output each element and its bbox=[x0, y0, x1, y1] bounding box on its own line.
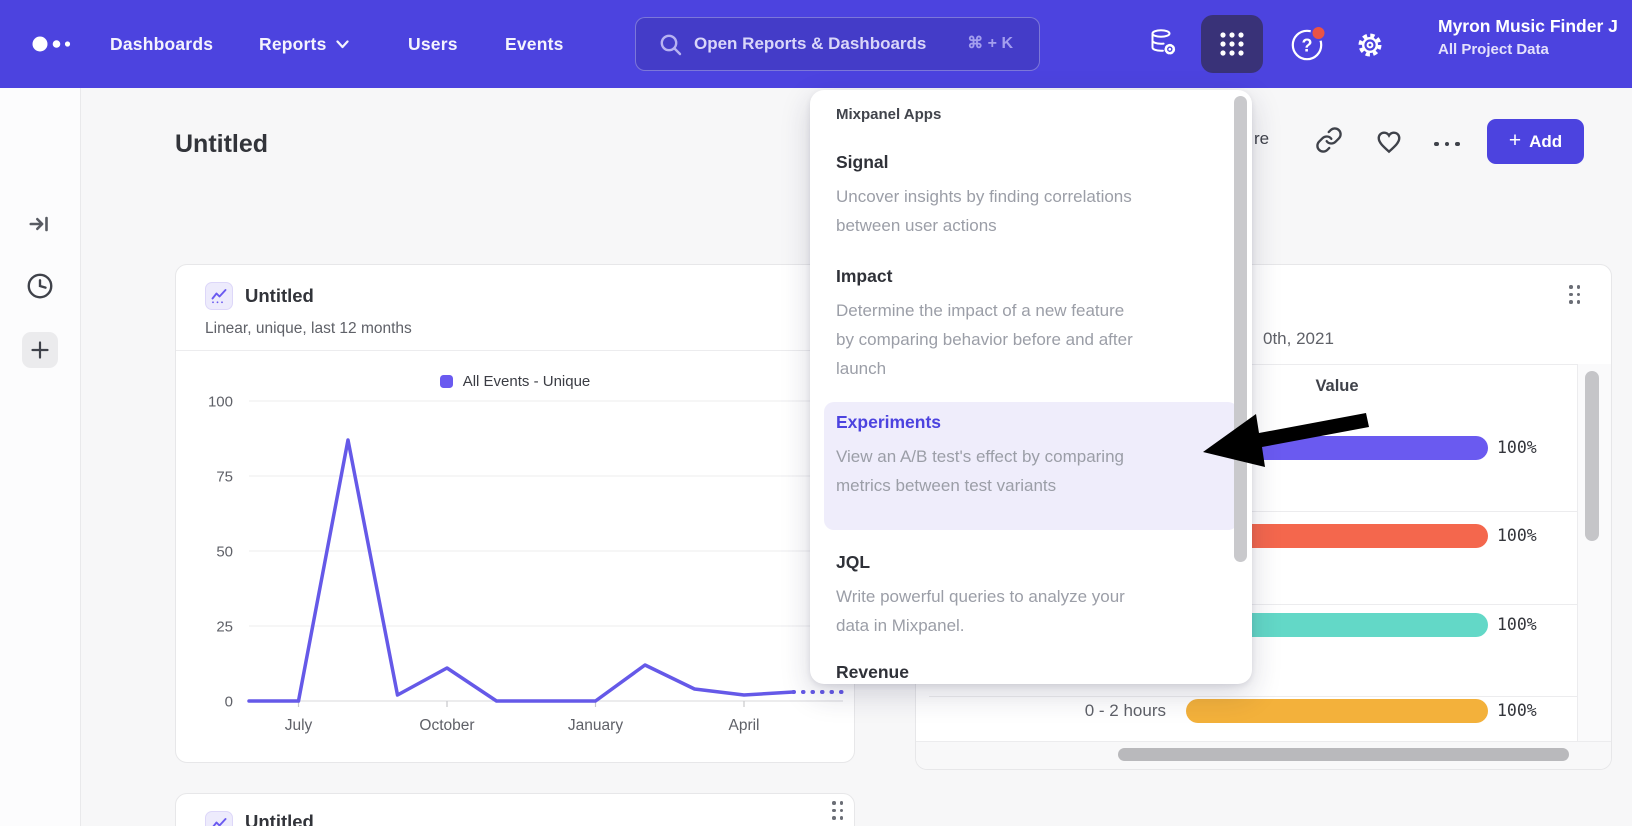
apps-menu-item-title: Signal bbox=[836, 152, 889, 172]
value-percentage: 100% bbox=[1497, 701, 1537, 720]
legend-label: All Events - Unique bbox=[462, 373, 591, 390]
apps-menu-item-description: View an A/B test's effect by comparing m… bbox=[836, 447, 1124, 495]
x-axis-tick-label: April bbox=[728, 717, 759, 734]
favorite-heart-icon[interactable] bbox=[1374, 126, 1404, 156]
apps-menu-item-revenue[interactable]: Revenue bbox=[836, 662, 1236, 683]
nav-item-label: Dashboards bbox=[110, 33, 214, 54]
line-chart[interactable]: 0 25 50 75 100 July October January April bbox=[176, 395, 856, 735]
project-name: All Project Data bbox=[1438, 41, 1549, 58]
value-percentage: 100% bbox=[1497, 615, 1537, 634]
add-button-label: Add bbox=[1529, 131, 1563, 151]
mixpanel-logo-icon[interactable] bbox=[28, 0, 78, 88]
row-separator bbox=[929, 696, 1577, 697]
card-divider bbox=[176, 350, 854, 351]
nav-item-label: Events bbox=[505, 33, 564, 54]
value-percentage: 100% bbox=[1497, 438, 1537, 457]
apps-menu-item-jql[interactable]: JQL Write powerful queries to analyze you… bbox=[836, 552, 1236, 640]
horizontal-scrollbar-thumb[interactable] bbox=[1118, 748, 1569, 761]
row-separator bbox=[929, 511, 1577, 512]
apps-menu-item-title: Revenue bbox=[836, 662, 909, 682]
chart-legend[interactable]: All Events - Unique bbox=[176, 373, 854, 390]
row-separator bbox=[929, 604, 1577, 605]
search-input[interactable]: Open Reports & Dashboards ⌘ + K bbox=[635, 17, 1040, 71]
y-axis-tick-label: 75 bbox=[216, 469, 233, 486]
svg-text:?: ? bbox=[1302, 36, 1313, 56]
search-placeholder: Open Reports & Dashboards bbox=[694, 34, 927, 53]
x-axis-tick-label: January bbox=[568, 717, 623, 734]
search-icon bbox=[660, 34, 682, 56]
more-options-button[interactable] bbox=[1434, 131, 1460, 157]
chevron-down-icon bbox=[335, 39, 349, 48]
apps-menu-item-title: Impact bbox=[836, 266, 893, 286]
clock-icon bbox=[27, 273, 53, 299]
apps-grid-icon bbox=[1220, 32, 1244, 56]
nav-item-events[interactable]: Events bbox=[505, 0, 564, 88]
search-shortcut: ⌘ + K bbox=[967, 35, 1013, 52]
card-divider bbox=[916, 364, 1611, 365]
nav-item-users[interactable]: Users bbox=[408, 0, 458, 88]
copy-link-icon[interactable] bbox=[1315, 126, 1343, 154]
add-board-button[interactable] bbox=[22, 332, 58, 368]
x-axis-tick-label: October bbox=[419, 717, 474, 734]
account-menu[interactable]: Myron Music Finder J All Project Data bbox=[1438, 16, 1632, 58]
x-axis-tick-label: July bbox=[285, 717, 313, 734]
y-axis-tick-label: 25 bbox=[216, 619, 233, 636]
plus-icon: + bbox=[1508, 128, 1522, 152]
share-button[interactable]: re bbox=[1254, 129, 1270, 148]
apps-grid-button[interactable] bbox=[1201, 15, 1263, 73]
apps-menu-item-experiments[interactable]: Experiments View an A/B test's effect by … bbox=[836, 412, 1236, 500]
chart-subtitle: Linear, unique, last 12 months bbox=[205, 320, 412, 337]
line-chart-card: Untitled Linear, unique, last 12 months … bbox=[175, 264, 855, 763]
apps-menu-item-description: Uncover insights by finding correlations… bbox=[836, 187, 1132, 235]
left-sidebar bbox=[0, 88, 81, 826]
value-percentage: 100% bbox=[1497, 526, 1537, 545]
chart-title[interactable]: Untitled bbox=[245, 811, 314, 826]
dropdown-title: Mixpanel Apps bbox=[836, 106, 942, 123]
nav-item-label: Reports bbox=[259, 33, 327, 54]
expand-sidebar-button[interactable] bbox=[22, 206, 58, 242]
chart-series-line[interactable] bbox=[247, 438, 796, 703]
legend-swatch bbox=[439, 375, 453, 388]
apps-menu-item-title: JQL bbox=[836, 552, 871, 572]
notification-dot bbox=[1310, 25, 1327, 41]
insights-report-icon bbox=[205, 811, 233, 826]
mixpanel-apps-dropdown: Mixpanel Apps Signal Uncover insights by … bbox=[810, 90, 1252, 684]
row-label: 0 - 2 hours bbox=[1084, 701, 1166, 720]
table-vertical-scrollbar bbox=[1577, 364, 1611, 741]
add-button[interactable]: + Add bbox=[1487, 119, 1584, 164]
settings-gear-icon[interactable] bbox=[1352, 0, 1388, 88]
y-axis-tick-label: 50 bbox=[216, 544, 233, 561]
nav-item-dashboards[interactable]: Dashboards bbox=[110, 0, 213, 88]
expand-sidebar-icon bbox=[29, 216, 48, 232]
page-title: Untitled bbox=[175, 130, 269, 158]
column-header-value[interactable]: Value bbox=[1315, 377, 1359, 395]
apps-menu-item-description: Write powerful queries to analyze your d… bbox=[836, 587, 1125, 635]
data-management-icon[interactable] bbox=[1146, 0, 1182, 88]
value-bar[interactable] bbox=[1186, 699, 1488, 723]
apps-menu-item-impact[interactable]: Impact Determine the impact of a new feat… bbox=[836, 266, 1236, 383]
vertical-scrollbar-thumb[interactable] bbox=[1585, 371, 1599, 541]
nav-item-label: Users bbox=[408, 33, 458, 54]
apps-menu-item-title: Experiments bbox=[836, 412, 942, 432]
plus-icon bbox=[31, 341, 49, 359]
apps-menu-item-signal[interactable]: Signal Uncover insights by finding correl… bbox=[836, 152, 1236, 240]
highlighted-item-background bbox=[824, 402, 1238, 530]
recent-button[interactable] bbox=[22, 268, 58, 304]
top-navbar: Dashboards Reports Users Events Open Report… bbox=[0, 0, 1632, 88]
help-icon[interactable]: ? bbox=[1288, 0, 1332, 88]
user-name: Myron Music Finder J bbox=[1438, 16, 1618, 36]
drag-handle-icon[interactable] bbox=[1569, 285, 1582, 305]
report-date: 0th, 2021 bbox=[1263, 329, 1334, 348]
table-horizontal-scrollbar bbox=[916, 741, 1611, 769]
y-axis-tick-label: 100 bbox=[208, 395, 233, 411]
dropdown-scrollbar-thumb[interactable] bbox=[1234, 96, 1247, 562]
chart-title[interactable]: Untitled bbox=[245, 285, 314, 306]
insights-report-icon bbox=[205, 282, 233, 310]
drag-handle-icon[interactable] bbox=[832, 801, 845, 821]
apps-menu-item-description: Determine the impact of a new feature by… bbox=[836, 301, 1133, 378]
y-axis-tick-label: 0 bbox=[225, 694, 233, 711]
second-chart-card: Untitled bbox=[175, 793, 855, 826]
nav-item-reports[interactable]: Reports bbox=[259, 0, 349, 88]
